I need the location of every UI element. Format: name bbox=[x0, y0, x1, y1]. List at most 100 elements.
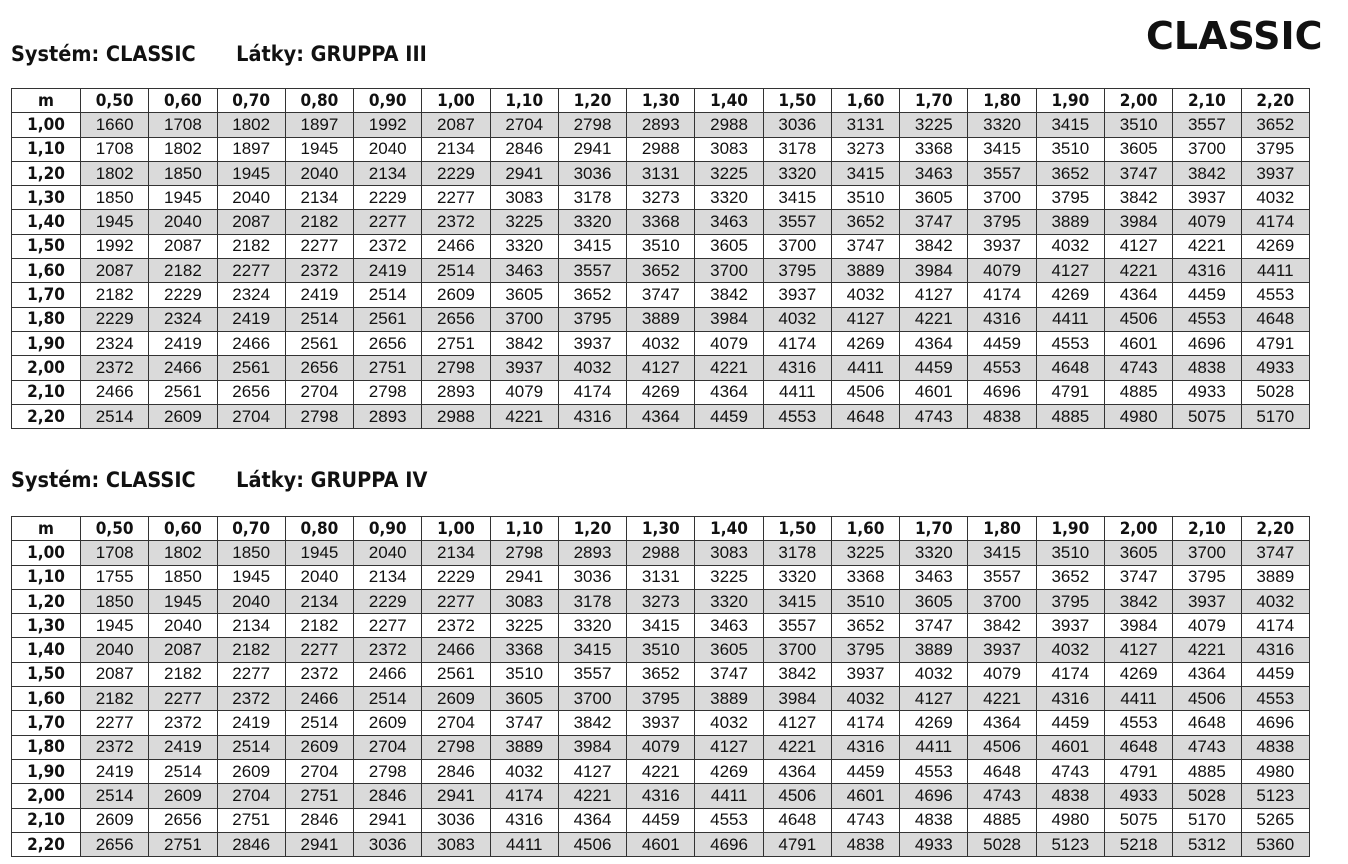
price-cell: 4316 bbox=[1172, 258, 1242, 284]
column-header: 1,00 bbox=[421, 87, 491, 114]
price-cell: 2182 bbox=[284, 613, 355, 639]
price-cell: 2751 bbox=[421, 330, 491, 357]
price-cell: 3795 bbox=[762, 258, 832, 284]
price-cell: 3842 bbox=[1103, 588, 1174, 615]
price-cell: 3225 bbox=[830, 540, 901, 566]
price-cell: 2704 bbox=[284, 758, 355, 785]
price-cell: 4127 bbox=[626, 355, 696, 381]
price-cell: 2514 bbox=[79, 403, 150, 430]
price-cell: 1850 bbox=[148, 564, 218, 590]
price-cell: 3320 bbox=[694, 588, 764, 615]
price-cell: 4885 bbox=[1035, 403, 1105, 430]
price-cell: 4980 bbox=[1035, 807, 1105, 833]
price-cell: 4316 bbox=[762, 355, 832, 381]
price-cell: 3937 bbox=[626, 710, 696, 736]
price-cell: 2514 bbox=[284, 710, 355, 736]
price-cell: 2466 bbox=[216, 330, 286, 357]
price-cell: 2798 bbox=[353, 379, 423, 405]
price-cell: 4127 bbox=[694, 734, 764, 760]
price-cell: 4032 bbox=[1240, 588, 1311, 615]
price-cell: 1850 bbox=[148, 160, 218, 187]
price-cell: 3036 bbox=[557, 564, 628, 590]
price-cell: 3463 bbox=[694, 613, 764, 639]
price-cell: 3984 bbox=[694, 306, 764, 332]
price-cell: 4364 bbox=[899, 330, 969, 357]
price-cell: 3131 bbox=[626, 564, 696, 590]
price-cell: 2372 bbox=[421, 613, 491, 639]
price-cell: 2941 bbox=[353, 807, 423, 833]
price-cell: 2419 bbox=[148, 734, 218, 760]
price-cell: 2277 bbox=[421, 185, 491, 211]
column-header: 1,50 bbox=[762, 515, 832, 542]
price-cell: 3036 bbox=[353, 831, 423, 858]
price-cell: 4174 bbox=[830, 710, 901, 736]
price-cell: 3937 bbox=[1240, 160, 1311, 187]
price-cell: 4221 bbox=[1172, 637, 1242, 663]
price-cell: 4316 bbox=[626, 783, 696, 809]
price-cell: 4838 bbox=[830, 831, 901, 858]
price-cell: 2846 bbox=[353, 783, 423, 809]
price-cell: 2656 bbox=[79, 831, 150, 858]
price-cell: 4601 bbox=[1035, 734, 1105, 760]
price-cell: 1802 bbox=[148, 136, 218, 162]
system-label: Systém: CLASSIC bbox=[11, 42, 196, 66]
price-cell: 5170 bbox=[1172, 807, 1242, 833]
price-cell: 3415 bbox=[626, 613, 696, 639]
table-row: 2,10 2466 2561 2656 2704 2798 2893 4079 4174 4269… bbox=[11, 379, 1311, 405]
price-cell: 4127 bbox=[557, 758, 628, 785]
price-cell: 2941 bbox=[284, 831, 355, 858]
column-header: 0,80 bbox=[284, 515, 355, 542]
price-cell: 2798 bbox=[421, 355, 491, 381]
price-cell: 2372 bbox=[79, 734, 150, 760]
price-cell: 2798 bbox=[489, 540, 559, 566]
table-row: 1,20 1802 1850 1945 2040 2134 2229 2941 3036 3131… bbox=[11, 160, 1311, 187]
price-cell: 2229 bbox=[79, 306, 150, 332]
table-row: 1,10 1708 1802 1897 1945 2040 2134 2846 2941 2988… bbox=[11, 136, 1311, 162]
row-header: 1,90 bbox=[11, 330, 81, 357]
row-header: 1,80 bbox=[11, 734, 81, 760]
price-cell: 3652 bbox=[1035, 564, 1105, 590]
price-cell: 4506 bbox=[967, 734, 1037, 760]
price-cell: 4079 bbox=[967, 258, 1037, 284]
price-cell: 4553 bbox=[762, 403, 832, 430]
price-cell: 4553 bbox=[1240, 686, 1311, 712]
price-cell: 3463 bbox=[694, 209, 764, 235]
price-cell: 2893 bbox=[353, 403, 423, 430]
price-cell: 2419 bbox=[284, 282, 355, 308]
table-row: 1,70 2182 2229 2324 2419 2514 2609 3605 3652 3747… bbox=[11, 282, 1311, 308]
price-cell: 2372 bbox=[421, 209, 491, 235]
column-header: 1,30 bbox=[626, 87, 696, 114]
price-cell: 2798 bbox=[353, 758, 423, 785]
price-cell: 3083 bbox=[694, 540, 764, 566]
price-cell: 2561 bbox=[216, 355, 286, 381]
price-cell: 4032 bbox=[489, 758, 559, 785]
price-cell: 4364 bbox=[557, 807, 628, 833]
price-cell: 1802 bbox=[148, 540, 218, 566]
price-cell: 3605 bbox=[489, 282, 559, 308]
price-cell: 4269 bbox=[1103, 661, 1174, 688]
price-cell: 3747 bbox=[899, 613, 969, 639]
price-cell: 4553 bbox=[1240, 282, 1311, 308]
price-cell: 2087 bbox=[421, 112, 491, 138]
price-cell: 4174 bbox=[1035, 661, 1105, 688]
price-cell: 2941 bbox=[557, 136, 628, 162]
price-cell: 2561 bbox=[284, 330, 355, 357]
table-row: 2,10 2609 2656 2751 2846 2941 3036 4316 4364 4459… bbox=[11, 807, 1311, 833]
price-cell: 2988 bbox=[626, 136, 696, 162]
price-cell: 2893 bbox=[421, 379, 491, 405]
row-header: 1,30 bbox=[11, 613, 81, 639]
price-cell: 4364 bbox=[694, 379, 764, 405]
table-row: 1,10 1755 1850 1945 2040 2134 2229 2941 3036 3131… bbox=[11, 564, 1311, 590]
price-cell: 2798 bbox=[557, 112, 628, 138]
price-cell: 4743 bbox=[899, 403, 969, 430]
price-cell: 1850 bbox=[216, 540, 286, 566]
row-header: 1,40 bbox=[11, 637, 81, 663]
price-cell: 3795 bbox=[1240, 136, 1311, 162]
price-cell: 2609 bbox=[79, 807, 150, 833]
price-cell: 3605 bbox=[694, 637, 764, 663]
column-header: 0,60 bbox=[148, 515, 218, 542]
price-cell: 2419 bbox=[79, 758, 150, 785]
price-cell: 4601 bbox=[830, 783, 901, 809]
price-cell: 3842 bbox=[899, 233, 969, 260]
column-header: 1,60 bbox=[830, 87, 901, 114]
